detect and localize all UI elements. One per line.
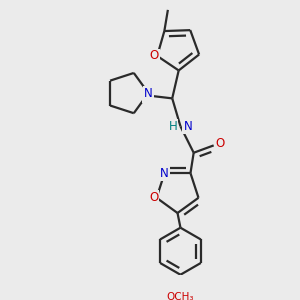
Text: N: N bbox=[183, 120, 192, 133]
Text: O: O bbox=[215, 137, 225, 150]
Text: O: O bbox=[150, 50, 159, 62]
Text: N: N bbox=[143, 89, 152, 102]
Text: O: O bbox=[149, 191, 158, 204]
Text: OCH₃: OCH₃ bbox=[167, 292, 194, 300]
Text: H: H bbox=[169, 120, 178, 133]
Text: N: N bbox=[144, 87, 153, 100]
Text: N: N bbox=[160, 167, 169, 180]
